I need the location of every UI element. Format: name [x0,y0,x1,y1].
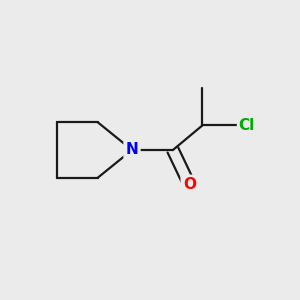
Text: O: O [183,177,196,192]
Text: N: N [126,142,138,158]
Text: Cl: Cl [238,118,255,133]
